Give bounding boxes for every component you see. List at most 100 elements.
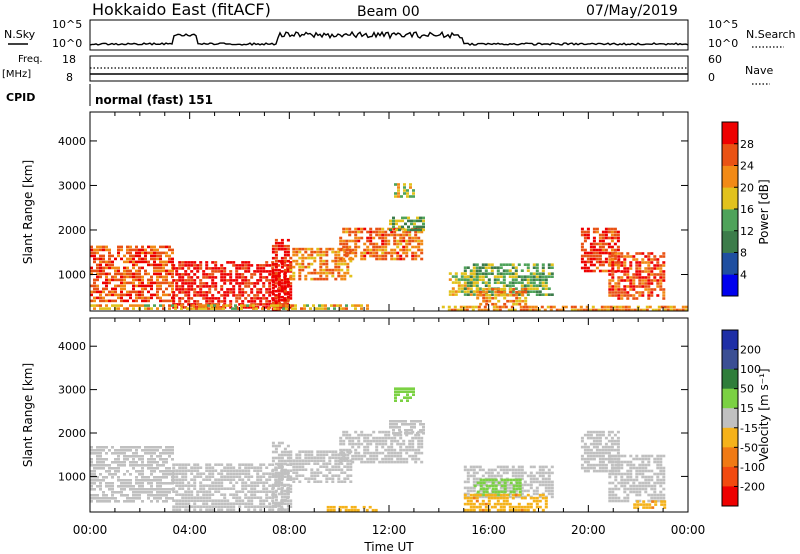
heatmap-cell [494, 293, 498, 297]
heatmap-cell [268, 300, 272, 303]
heatmap-cell [345, 239, 349, 243]
heatmap-cell [232, 505, 236, 508]
heatmap-cell [555, 308, 559, 311]
heatmap-cell [620, 460, 624, 464]
heatmap-cell [517, 495, 521, 499]
heatmap-cell [178, 285, 182, 288]
heatmap-cell [244, 472, 248, 475]
heatmap-cell [610, 254, 614, 258]
heatmap-cell [175, 279, 179, 282]
cpid-value: normal (fast) 151 [95, 93, 213, 107]
heatmap-cell [159, 299, 162, 303]
heatmap-cell [250, 282, 254, 285]
heatmap-cell [274, 471, 278, 475]
heatmap-cell [202, 493, 206, 496]
heatmap-cell [481, 502, 485, 506]
heatmap-cell [659, 466, 663, 470]
heatmap-cell [162, 251, 165, 255]
heatmap-cell [524, 299, 528, 303]
heatmap-cell [517, 263, 521, 266]
colorbar-tick-label: 100 [740, 363, 761, 376]
heatmap-cell [289, 456, 293, 459]
heatmap-cell [515, 302, 519, 306]
heatmap-cell [463, 269, 467, 272]
heatmap-cell [211, 499, 215, 502]
heatmap-cell [472, 272, 476, 275]
heatmap-cell [515, 487, 519, 491]
heatmap-cell [202, 496, 206, 499]
heatmap-cell [524, 302, 528, 306]
heatmap-cell [466, 284, 470, 287]
heatmap-cell [310, 468, 314, 471]
heatmap-cell [641, 252, 645, 255]
heatmap-cell [610, 436, 614, 440]
heatmap-cell [280, 486, 284, 490]
heatmap-cell [544, 477, 548, 481]
heatmap-cell [334, 456, 338, 459]
heatmap-cell [138, 488, 141, 491]
heatmap-cell [346, 268, 350, 272]
heatmap-cell [141, 296, 144, 300]
heatmap-cell [466, 471, 470, 475]
heatmap-cell [178, 505, 182, 508]
heatmap-cell [190, 478, 194, 481]
heatmap-cell [406, 189, 409, 192]
heatmap-cell [463, 275, 467, 278]
heatmap-cell [402, 442, 406, 446]
heatmap-cell [250, 487, 254, 490]
heatmap-cell [274, 489, 278, 493]
heatmap-cell [524, 296, 528, 300]
heatmap-cell [515, 481, 519, 485]
heatmap-cell [616, 236, 620, 240]
heatmap-cell [372, 245, 376, 249]
heatmap-cell [292, 259, 296, 263]
heatmap-cell [348, 248, 352, 252]
colorbar-swatch [722, 143, 738, 166]
heatmap-cell [378, 230, 382, 234]
heatmap-cell [592, 269, 596, 273]
heatmap-cell [90, 248, 93, 252]
heatmap-cell [469, 287, 473, 290]
heatmap-cell [626, 297, 630, 300]
heatmap-cell [592, 254, 596, 258]
heatmap-cell [156, 269, 159, 273]
heatmap-cell [289, 475, 293, 478]
heatmap-cell [502, 493, 506, 497]
heatmap-cell [114, 278, 117, 282]
heatmap-cell [120, 488, 123, 491]
heatmap-cell [319, 274, 323, 278]
heatmap-cell [638, 270, 642, 273]
heatmap-cell [366, 307, 369, 310]
heatmap-cell [147, 263, 150, 267]
heatmap-cell [342, 245, 346, 249]
heatmap-cell [262, 490, 266, 493]
heatmap-cell [580, 445, 584, 449]
heatmap-cell [402, 439, 406, 443]
heatmap-cell [608, 469, 612, 473]
heatmap-cell [271, 292, 275, 296]
heatmap-cell [614, 454, 618, 458]
heatmap-cell [277, 244, 281, 248]
heatmap-cell [187, 490, 191, 493]
heatmap-cell [283, 450, 287, 454]
heatmap-cell [511, 465, 515, 469]
heatmap-cell [547, 468, 551, 472]
heatmap-cell [375, 448, 379, 452]
heatmap-cell [184, 282, 188, 285]
heatmap-cell [647, 282, 651, 285]
heatmap-cell [277, 292, 281, 296]
heatmap-cell [277, 247, 281, 251]
heatmap-cell [381, 451, 385, 455]
heatmap-cell [289, 256, 293, 260]
heatmap-cell [343, 259, 347, 263]
heatmap-cell [150, 479, 153, 482]
heatmap-cell [525, 305, 529, 309]
heatmap-cell [580, 242, 584, 246]
heatmap-cell [447, 308, 451, 311]
heatmap-cell [337, 250, 341, 254]
heatmap-cell [184, 261, 188, 264]
heatmap-cell [662, 276, 666, 279]
heatmap-cell [132, 284, 135, 288]
nsearch-label: N.Search [746, 28, 796, 41]
heatmap-cell [610, 439, 614, 443]
